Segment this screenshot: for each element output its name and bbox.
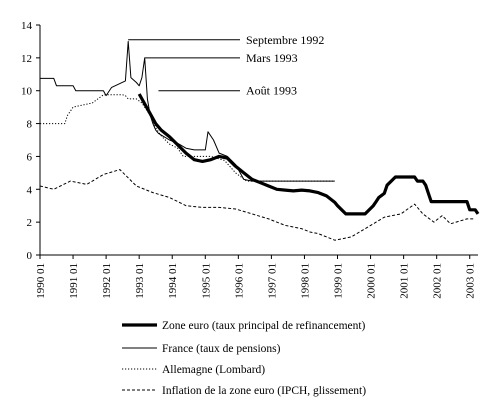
x-tick-label: 2002 01 — [432, 263, 444, 299]
y-tick-label: 10 — [21, 86, 33, 98]
axes: 0 2 4 6 8 10 12 14 1990 01 1991 01 1992 01 1993 01 1… — [21, 20, 478, 299]
annotation-label: Septembre 1992 — [246, 33, 324, 47]
x-tick-label: 1995 01 — [200, 263, 212, 299]
y-tick-label: 12 — [21, 53, 32, 65]
x-tick-label: 1994 01 — [167, 263, 179, 299]
y-tick-label: 6 — [27, 151, 33, 163]
x-tick-label: 2000 01 — [366, 263, 378, 299]
x-tick-label: 2003 01 — [465, 263, 477, 299]
y-tick-label: 4 — [27, 184, 33, 196]
series-line-2 — [40, 40, 335, 182]
x-tick-label: 2001 01 — [399, 263, 411, 299]
legend-label: Allemagne (Lombard) — [162, 364, 265, 376]
x-tick-label: 1991 01 — [68, 263, 80, 299]
series-line-1 — [137, 93, 480, 216]
x-tick-label: 1996 01 — [233, 263, 245, 299]
legend-label: Zone euro (taux principal de refinanceme… — [162, 320, 366, 332]
x-tick-label: 1990 01 — [35, 263, 47, 299]
legend-label: France (taux de pensions) — [162, 343, 281, 355]
x-tick-label: 1999 01 — [333, 263, 345, 299]
x-tick-label: 1997 01 — [266, 263, 278, 299]
annotation-label: Mars 1993 — [246, 51, 298, 65]
series-line-4 — [39, 169, 476, 241]
annotations: Septembre 1992 Mars 1993 Août 1993 — [128, 33, 324, 98]
x-tick-label: 1992 01 — [101, 263, 113, 299]
x-tick-label: 1998 01 — [299, 263, 311, 299]
legend: Zone euro (taux principal de refinanceme… — [122, 320, 366, 397]
legend-label: Inflation de la zone euro (IPCH, glissem… — [162, 385, 366, 397]
y-tick-label: 14 — [21, 20, 33, 32]
x-tick-label: 1993 01 — [134, 263, 146, 299]
series-line-3 — [40, 94, 335, 182]
series-layer — [39, 40, 480, 241]
y-tick-label: 0 — [27, 250, 33, 262]
annotation-label: Août 1993 — [246, 84, 297, 98]
y-tick-label: 2 — [27, 217, 33, 229]
y-tick-label: 8 — [27, 119, 33, 131]
